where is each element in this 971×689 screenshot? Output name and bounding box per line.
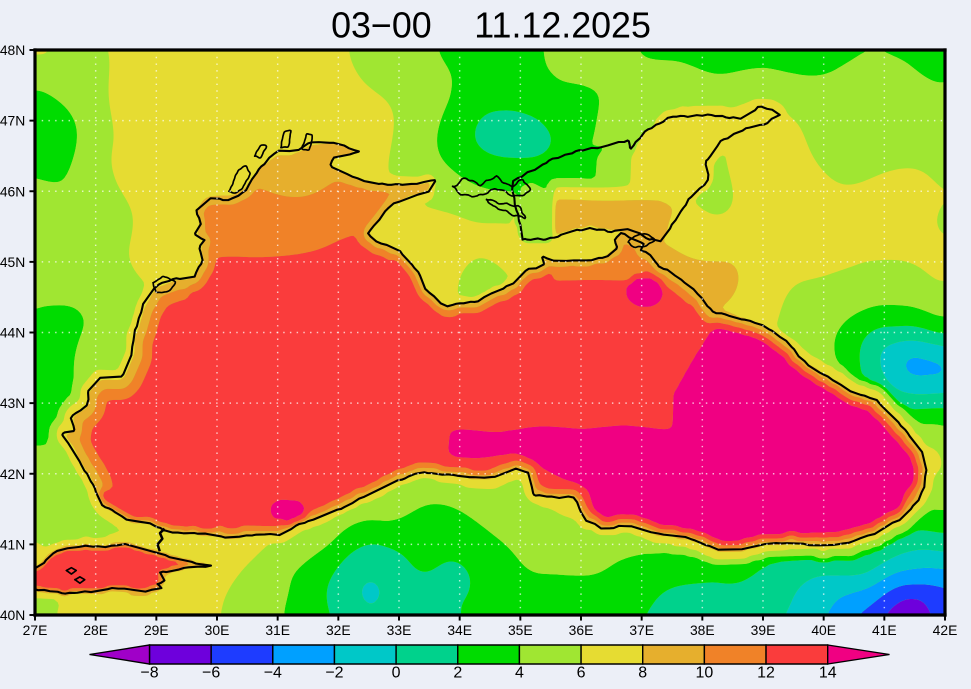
svg-text:45N: 45N bbox=[0, 254, 25, 270]
svg-text:38E: 38E bbox=[690, 622, 715, 638]
svg-text:12: 12 bbox=[757, 665, 775, 682]
svg-text:48N: 48N bbox=[0, 42, 25, 58]
svg-text:33E: 33E bbox=[387, 622, 412, 638]
svg-text:0: 0 bbox=[392, 665, 401, 682]
svg-text:4: 4 bbox=[515, 665, 524, 682]
svg-text:11.12.2025: 11.12.2025 bbox=[474, 5, 651, 45]
svg-text:35E: 35E bbox=[508, 622, 533, 638]
svg-text:31E: 31E bbox=[265, 622, 290, 638]
svg-text:32E: 32E bbox=[326, 622, 351, 638]
svg-text:−4: −4 bbox=[264, 665, 282, 682]
svg-text:2: 2 bbox=[453, 665, 462, 682]
svg-text:−8: −8 bbox=[140, 665, 158, 682]
svg-text:42N: 42N bbox=[0, 466, 25, 482]
svg-text:36E: 36E bbox=[569, 622, 594, 638]
svg-text:30E: 30E bbox=[205, 622, 230, 638]
svg-text:43N: 43N bbox=[0, 395, 25, 411]
svg-text:37E: 37E bbox=[629, 622, 654, 638]
svg-text:42E: 42E bbox=[933, 622, 958, 638]
svg-text:41E: 41E bbox=[872, 622, 897, 638]
svg-text:40N: 40N bbox=[0, 607, 25, 623]
svg-text:6: 6 bbox=[577, 665, 586, 682]
svg-text:10: 10 bbox=[696, 665, 714, 682]
svg-text:29E: 29E bbox=[144, 622, 169, 638]
svg-text:41N: 41N bbox=[0, 536, 25, 552]
svg-text:40E: 40E bbox=[811, 622, 836, 638]
svg-text:28E: 28E bbox=[83, 622, 108, 638]
svg-text:14: 14 bbox=[819, 665, 837, 682]
svg-text:47N: 47N bbox=[0, 113, 25, 129]
svg-text:44N: 44N bbox=[0, 325, 25, 341]
svg-text:34E: 34E bbox=[447, 622, 472, 638]
svg-text:−6: −6 bbox=[202, 665, 220, 682]
svg-text:39E: 39E bbox=[751, 622, 776, 638]
svg-text:8: 8 bbox=[638, 665, 647, 682]
svg-text:27E: 27E bbox=[23, 622, 48, 638]
svg-text:03−00: 03−00 bbox=[331, 5, 432, 45]
svg-text:−2: −2 bbox=[325, 665, 343, 682]
svg-text:46N: 46N bbox=[0, 183, 25, 199]
